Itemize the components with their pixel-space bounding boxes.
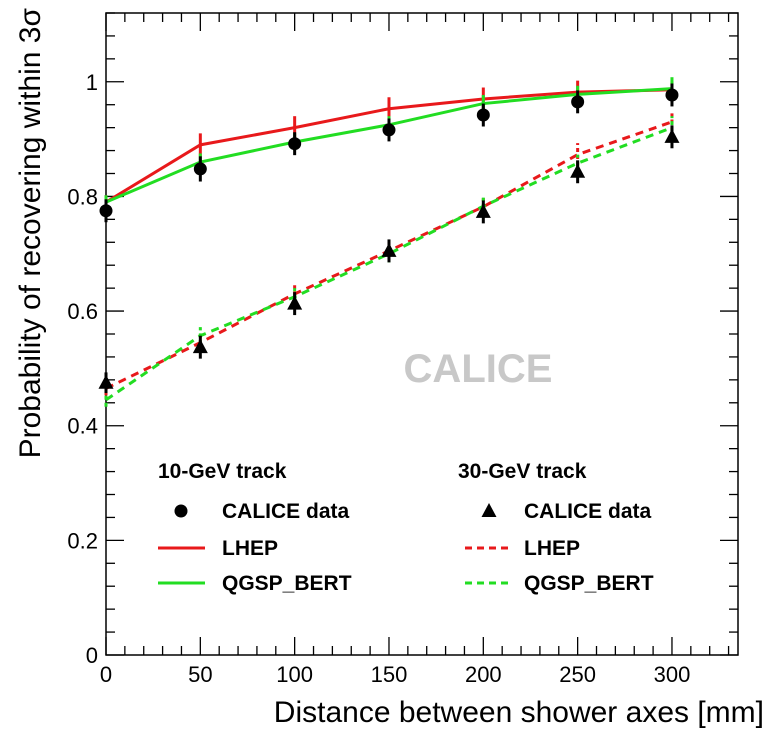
legend-label: CALICE data xyxy=(524,500,652,523)
y-axis-title: Probability of recovering within 3σ xyxy=(14,8,47,459)
series-3 xyxy=(98,125,680,394)
y-tick-label: 0 xyxy=(86,643,98,668)
series-0 xyxy=(99,83,679,223)
series-1 xyxy=(104,80,674,210)
x-tick-label: 50 xyxy=(188,662,212,687)
legend-title: 30-GeV track xyxy=(458,460,587,483)
data-point-triangle xyxy=(287,295,303,310)
legend-label: QGSP_BERT xyxy=(222,572,352,595)
x-tick-label: 300 xyxy=(654,662,691,687)
x-axis-title: Distance between shower axes [mm] xyxy=(274,696,764,729)
legend: 10-GeV track CALICE data LHEP QGSP_BERT 30-G… xyxy=(158,460,654,595)
data-point-circle xyxy=(476,108,490,122)
x-tick-label: 150 xyxy=(371,662,408,687)
legend-label: LHEP xyxy=(524,537,580,560)
data-point-triangle xyxy=(475,203,491,218)
legend-label: QGSP_BERT xyxy=(524,572,654,595)
series-2 xyxy=(104,77,674,210)
data-point-circle xyxy=(571,95,585,109)
data-point-triangle xyxy=(192,339,208,354)
axis-ticks xyxy=(105,12,738,656)
data-point-triangle xyxy=(664,128,680,143)
legend-label: CALICE data xyxy=(222,500,350,523)
y-tick-label: 0.6 xyxy=(67,299,98,324)
y-tick-label: 1 xyxy=(86,70,98,95)
data-point-triangle xyxy=(570,163,586,178)
legend-swatch-circle xyxy=(174,504,188,518)
x-tick-label: 200 xyxy=(465,662,502,687)
data-point-triangle xyxy=(98,374,114,389)
legend-label: LHEP xyxy=(222,537,278,560)
data-point-circle xyxy=(288,137,302,151)
series-line xyxy=(105,126,673,402)
data-point-circle xyxy=(665,88,679,102)
y-tick-label: 0.8 xyxy=(67,184,98,209)
data-point-circle xyxy=(193,162,207,176)
y-tick-label: 0.4 xyxy=(67,414,98,439)
legend-swatch-triangle xyxy=(481,503,497,517)
calice-watermark: CALICE xyxy=(404,347,553,391)
data-point-triangle xyxy=(381,242,397,257)
x-tick-label: 100 xyxy=(276,662,313,687)
data-series xyxy=(98,77,680,407)
y-tick-label: 0.2 xyxy=(67,528,98,553)
x-tick-label: 250 xyxy=(559,662,596,687)
x-tick-label: 0 xyxy=(100,662,112,687)
data-point-circle xyxy=(99,204,113,218)
legend-title: 10-GeV track xyxy=(158,460,287,483)
tick-labels: 0 50 100 150 200 250 300 0 0.2 0.4 0.6 0.8 1 xyxy=(67,70,690,687)
data-point-circle xyxy=(382,123,396,137)
